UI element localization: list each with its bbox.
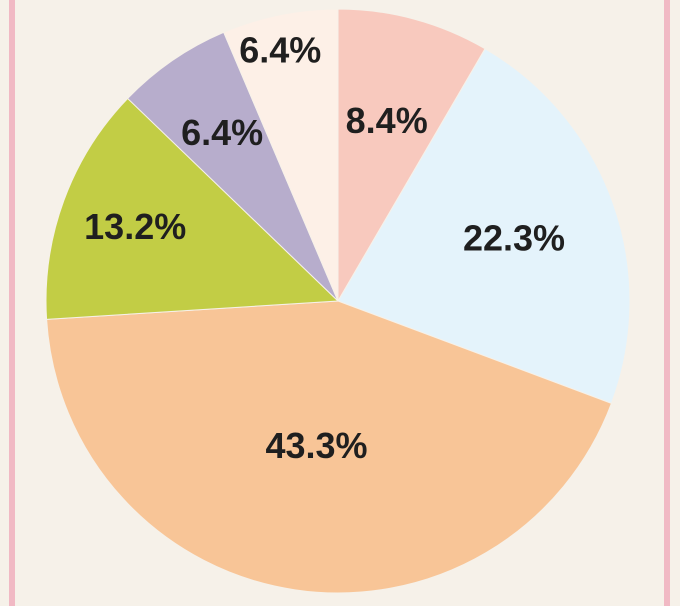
- frame-border-right: [664, 0, 670, 606]
- pie-slice-label-1: 8.4%: [346, 100, 428, 141]
- pie-labels: 8.4% 22.3% 43.3% 13.2% 6.4% 6.4%: [84, 29, 565, 466]
- pie-slice-label-3: 43.3%: [265, 425, 367, 466]
- pie-slice-label-4: 13.2%: [84, 206, 186, 247]
- pie-slices: [45, 8, 631, 594]
- pie-slice-3: [46, 300, 613, 594]
- pie-slice-2: [337, 48, 631, 405]
- pie-slice-label-5: 6.4%: [181, 112, 263, 153]
- pie-slice-4: [45, 97, 340, 320]
- frame-border-left: [9, 0, 15, 606]
- pie-slice-label-6: 6.4%: [239, 29, 321, 70]
- pie-slice-label-2: 22.3%: [463, 218, 565, 259]
- pie-slice-5: [126, 31, 339, 302]
- pie-slice-1: [337, 8, 486, 303]
- pie-slice-6: [223, 8, 339, 302]
